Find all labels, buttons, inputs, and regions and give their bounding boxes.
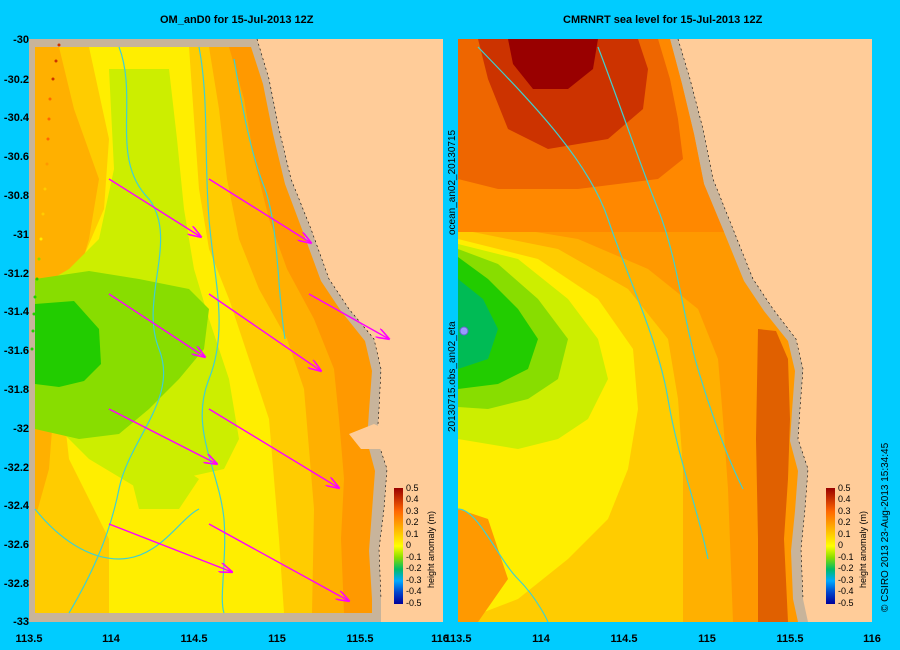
left-colorbar xyxy=(394,488,403,604)
right-colorbar-title: height anomaly (m) xyxy=(858,510,868,588)
colorbar-tick: 0.5 xyxy=(406,483,419,493)
colorbar-tick: -0.3 xyxy=(406,575,422,585)
left-map-panel xyxy=(29,39,443,622)
observation-marker xyxy=(459,326,469,336)
current-arrows xyxy=(108,178,389,601)
colorbar-tick: 0.3 xyxy=(838,506,851,516)
copyright-text: © CSIRO 2013 23-Aug-2013 15:34:45 xyxy=(880,442,891,612)
left-colorbar-title: height anomaly (m) xyxy=(426,510,436,588)
left-map-title: OM_anD0 for 15-Jul-2013 12Z xyxy=(160,14,314,26)
y-tick: -32 xyxy=(13,423,29,435)
x-tick: 113.5 xyxy=(444,633,472,645)
colorbar-tick: -0.1 xyxy=(406,552,422,562)
x-tick: 113.5 xyxy=(15,633,43,645)
right-map-title: CMRNRT sea level for 15-Jul-2013 12Z xyxy=(563,14,763,26)
y-tick: -30.6 xyxy=(3,151,29,163)
colorbar-tick: -0.3 xyxy=(838,575,854,585)
x-tick: 115.5 xyxy=(346,633,374,645)
y-tick: -32.6 xyxy=(3,539,29,551)
file-label: ocean_an02_20130715 xyxy=(447,129,458,235)
colorbar-tick: 0 xyxy=(406,540,412,550)
colorbar-tick: -0.2 xyxy=(838,563,854,573)
y-tick: -33 xyxy=(13,616,29,628)
colorbar-tick: -0.5 xyxy=(838,598,854,608)
y-tick: -31 xyxy=(13,229,29,241)
colorbar-tick: 0.3 xyxy=(406,506,419,516)
right-map-graphic xyxy=(458,39,872,622)
y-tick: -32.4 xyxy=(3,500,29,512)
y-tick: -31.6 xyxy=(3,345,29,357)
colorbar-tick: 0.1 xyxy=(838,529,851,539)
colorbar-tick: 0.2 xyxy=(838,517,851,527)
colorbar-tick: 0 xyxy=(838,540,844,550)
colorbar-tick: 0.1 xyxy=(406,529,419,539)
x-tick: 114.5 xyxy=(180,633,208,645)
colorbar-tick: -0.1 xyxy=(838,552,854,562)
observation-dots xyxy=(30,43,61,351)
colorbar-tick: -0.4 xyxy=(838,586,854,596)
x-tick: 115 xyxy=(268,633,286,645)
y-tick: -30 xyxy=(13,34,29,46)
x-tick: 114.5 xyxy=(610,633,638,645)
y-tick: -32.2 xyxy=(3,462,29,474)
x-tick: 114 xyxy=(102,633,120,645)
y-tick: -30.8 xyxy=(3,190,29,202)
obs-label: 20130715.obs_an02_eta xyxy=(447,321,458,432)
y-tick: -32.8 xyxy=(3,578,29,590)
colorbar-tick: -0.2 xyxy=(406,563,422,573)
x-tick: 115.5 xyxy=(776,633,804,645)
y-tick: -30.2 xyxy=(3,74,29,86)
y-tick: -30.4 xyxy=(3,112,29,124)
y-tick: -31.4 xyxy=(3,306,29,318)
y-tick: -31.2 xyxy=(3,268,29,280)
x-tick: 114 xyxy=(532,633,550,645)
colorbar-tick: 0.4 xyxy=(838,494,851,504)
colorbar-tick: -0.5 xyxy=(406,598,422,608)
colorbar-tick: 0.5 xyxy=(838,483,851,493)
colorbar-tick: 0.2 xyxy=(406,517,419,527)
right-colorbar xyxy=(826,488,835,604)
y-tick: -31.8 xyxy=(3,384,29,396)
x-tick: 116 xyxy=(863,633,881,645)
right-map-panel xyxy=(458,39,872,622)
x-tick: 116 xyxy=(431,633,449,645)
colorbar-tick: -0.4 xyxy=(406,586,422,596)
x-tick: 115 xyxy=(698,633,716,645)
colorbar-tick: 0.4 xyxy=(406,494,419,504)
left-map-graphic xyxy=(29,39,443,622)
